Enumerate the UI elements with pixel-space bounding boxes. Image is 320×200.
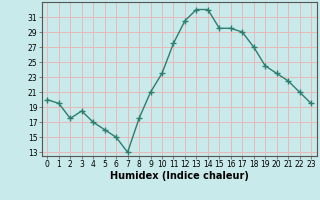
X-axis label: Humidex (Indice chaleur): Humidex (Indice chaleur)	[110, 171, 249, 181]
